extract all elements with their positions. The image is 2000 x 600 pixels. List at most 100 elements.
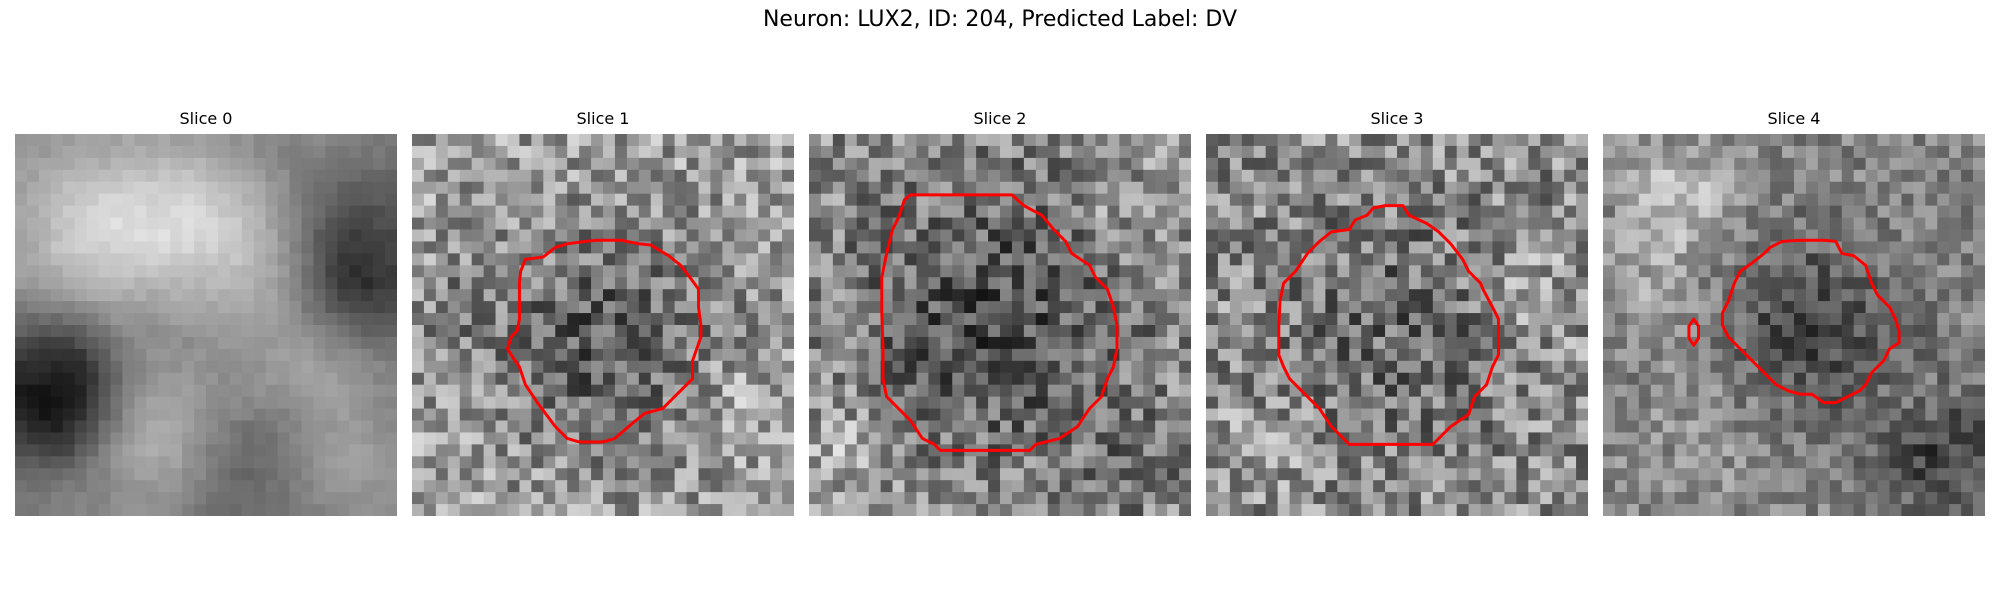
pixel-cell [1217, 444, 1231, 457]
pixel-cell [1901, 229, 1914, 242]
pixel-cell [603, 217, 616, 230]
pixel-cell [555, 468, 568, 481]
pixel-cell [134, 157, 147, 171]
pixel-cell [349, 360, 362, 374]
pixel-cell [265, 325, 278, 338]
pixel-cell [1408, 181, 1422, 195]
pixel-cell [1564, 169, 1577, 183]
pixel-cell [1349, 336, 1362, 350]
pixel-cell [459, 492, 473, 505]
pixel-cell [313, 241, 326, 254]
pixel-cell [555, 265, 568, 278]
pixel-cell [1552, 360, 1565, 374]
pixel-cell [412, 456, 425, 469]
pixel-cell [170, 348, 183, 362]
pixel-cell [916, 181, 929, 195]
pixel-cell [86, 468, 99, 481]
pixel-cell [435, 360, 449, 374]
pixel-cell [423, 360, 437, 374]
pixel-cell [447, 396, 461, 409]
pixel-cell [1035, 301, 1049, 314]
pixel-cell [1119, 145, 1132, 159]
pixel-cell [483, 336, 496, 350]
pixel-cell [1758, 325, 1771, 338]
pixel-cell [1626, 360, 1640, 374]
pixel-cell [1349, 313, 1362, 326]
pixel-cell [412, 480, 425, 493]
pixel-cell [337, 372, 350, 386]
pixel-cell [809, 301, 822, 314]
pixel-cell [1698, 348, 1711, 362]
pixel-cell [459, 480, 473, 493]
pixel-cell [1385, 432, 1398, 445]
pixel-cell [170, 313, 183, 326]
pixel-cell [1206, 145, 1219, 159]
pixel-cell [1853, 420, 1866, 433]
pixel-cell [1925, 181, 1938, 195]
pixel-cell [662, 504, 675, 516]
pixel-cell [746, 336, 759, 350]
pixel-cell [158, 205, 171, 218]
pixel-cell [1155, 396, 1168, 409]
pixel-cell [1277, 157, 1290, 171]
pixel-cell [638, 444, 652, 457]
pixel-cell [1059, 492, 1072, 505]
pixel-cell [1961, 432, 1974, 445]
pixel-cell [373, 348, 386, 362]
pixel-cell [349, 313, 362, 326]
pixel-cell [301, 265, 314, 278]
pixel-cell [1167, 277, 1180, 290]
pixel-cell [1710, 157, 1723, 171]
pixel-cell [1432, 492, 1446, 505]
pixel-cell [1444, 325, 1458, 338]
pixel-cell [579, 193, 592, 206]
pixel-cell [1131, 396, 1144, 409]
pixel-cell [1241, 468, 1255, 481]
pixel-cell [519, 301, 532, 314]
pixel-cell [1361, 384, 1374, 397]
pixel-cell [1650, 348, 1664, 362]
pixel-cell [832, 456, 846, 469]
pixel-cell [277, 157, 290, 171]
pixel-cell [15, 134, 28, 147]
pixel-cell [134, 205, 147, 218]
pixel-cell [337, 348, 350, 362]
pixel-cell [241, 253, 255, 266]
pixel-cell [38, 432, 52, 445]
pixel-cell [1516, 134, 1529, 147]
pixel-cell [1095, 157, 1108, 171]
pixel-cell [1229, 205, 1243, 218]
pixel-cell [1650, 313, 1664, 326]
pixel-cell [1119, 432, 1132, 445]
pixel-cell [1480, 420, 1493, 433]
pixel-cell [543, 372, 556, 386]
pixel-cell [495, 372, 508, 386]
pixel-cell [1576, 313, 1588, 326]
pixel-cell [1901, 193, 1914, 206]
pixel-cell [26, 336, 40, 350]
pixel-cell [1217, 396, 1231, 409]
pixel-cell [603, 169, 616, 183]
pixel-cell [1889, 348, 1902, 362]
pixel-cell [1614, 253, 1628, 266]
pixel-cell [1913, 372, 1926, 386]
pixel-cell [110, 277, 123, 290]
pixel-cell [1432, 444, 1446, 457]
pixel-cell [892, 289, 905, 302]
pixel-cell [1143, 217, 1156, 230]
pixel-cell [964, 504, 977, 516]
pixel-cell [337, 480, 350, 493]
pixel-cell [1528, 169, 1541, 183]
pixel-cell [1385, 348, 1398, 362]
pixel-cell [519, 145, 532, 159]
pixel-cell [74, 336, 87, 350]
pixel-cell [301, 134, 314, 147]
pixel-cell [1889, 372, 1902, 386]
pixel-cell [662, 301, 675, 314]
pixel-cell [1626, 325, 1640, 338]
pixel-cell [229, 169, 243, 183]
pixel-cell [1131, 348, 1144, 362]
pixel-cell [483, 277, 496, 290]
pixel-cell [1325, 181, 1338, 195]
pixel-cell [1095, 253, 1108, 266]
